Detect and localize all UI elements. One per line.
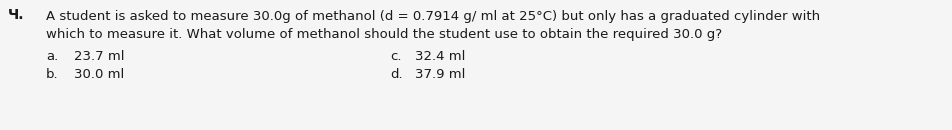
Text: b.: b.: [46, 68, 59, 81]
Text: 23.7 ml: 23.7 ml: [74, 50, 125, 63]
Text: Ч.: Ч.: [8, 8, 25, 22]
Text: which to measure it. What volume of methanol should the student use to obtain th: which to measure it. What volume of meth…: [46, 28, 723, 41]
Text: c.: c.: [390, 50, 402, 63]
Text: a.: a.: [46, 50, 58, 63]
Text: 32.4 ml: 32.4 ml: [415, 50, 466, 63]
Text: d.: d.: [390, 68, 403, 81]
Text: 37.9 ml: 37.9 ml: [415, 68, 466, 81]
Text: A student is asked to measure 30.0g of methanol (d = 0.7914 g/ ml at 25°C) but o: A student is asked to measure 30.0g of m…: [46, 10, 820, 23]
Text: 30.0 ml: 30.0 ml: [74, 68, 125, 81]
